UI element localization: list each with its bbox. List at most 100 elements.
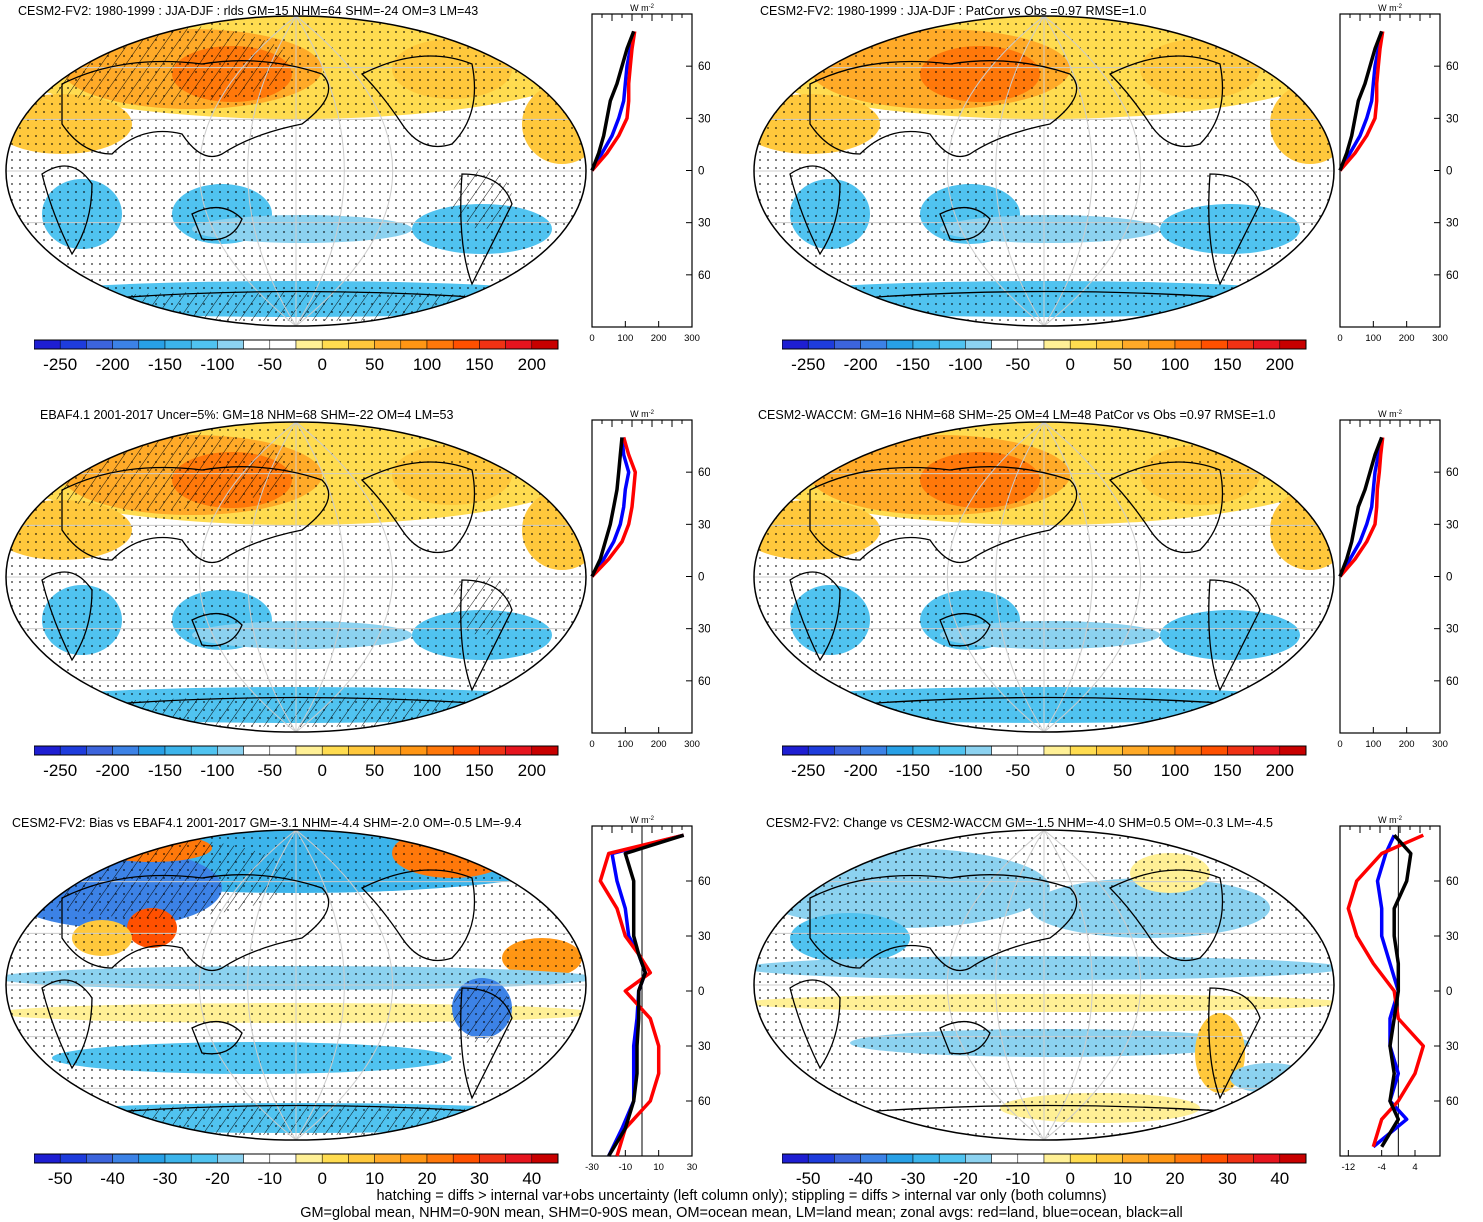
colorbar-label: -50	[48, 1169, 73, 1188]
colorbar-swatch	[452, 745, 480, 756]
colorbar-swatch	[479, 339, 506, 350]
lat-tick-label: 30N	[1446, 519, 1458, 531]
zonal-frame	[591, 419, 693, 734]
zonal-xtick-label: 100	[1365, 739, 1381, 750]
zonal-xtick-label: 100	[1365, 333, 1381, 344]
colorbar-label: 150	[465, 761, 493, 780]
colorbar-label: 200	[518, 355, 546, 374]
colorbar-swatch	[138, 339, 166, 350]
colorbar-swatch	[348, 339, 375, 350]
lat-tick-label: 30N	[698, 519, 710, 531]
colorbar-swatch	[269, 339, 297, 350]
colorbar-swatch	[217, 1153, 244, 1164]
colorbar-swatch	[374, 1153, 402, 1164]
colorbar-swatch	[1148, 339, 1176, 350]
lat-tick-label: 60S	[698, 270, 710, 282]
colorbar-swatch	[1122, 1153, 1150, 1164]
hatching	[452, 983, 512, 1043]
colorbar-swatch	[1227, 745, 1254, 756]
hatching	[452, 169, 512, 229]
colorbar-swatch	[505, 1153, 533, 1164]
zonal-xtick-label: 0	[589, 739, 594, 750]
colorbar-label: 150	[1213, 761, 1241, 780]
zonal-units: W m-2	[1378, 3, 1402, 13]
colorbar-swatch	[531, 745, 559, 756]
colorbar-swatch	[1096, 745, 1123, 756]
map-outline	[753, 829, 1335, 1141]
zonal-series	[1338, 437, 1385, 578]
colorbar-swatch	[1148, 1153, 1176, 1164]
colorbar-label: 200	[518, 761, 546, 780]
colorbar-swatch	[965, 1153, 992, 1164]
colorbar-label: -250	[791, 761, 825, 780]
colorbar-label: 10	[1113, 1169, 1132, 1188]
colorbar-swatch	[782, 339, 809, 350]
colorbar-label: 100	[1161, 355, 1189, 374]
colorbar-label: 20	[1166, 1169, 1185, 1188]
colorbar-label: -20	[953, 1169, 978, 1188]
colorbar-swatch	[112, 745, 140, 756]
colorbar-swatch	[1279, 745, 1307, 756]
zonal-series	[590, 436, 638, 578]
colorbar-swatch	[531, 339, 559, 350]
panel-title: CESM2-FV2: Change vs CESM2-WACCM GM=-1.5…	[766, 816, 1273, 830]
zonal-mean-plot: W m-2 60N 30N 0 30S 60S 0 100 200 300	[1337, 3, 1458, 344]
colorbar-swatch	[269, 745, 297, 756]
zonal-frame	[1339, 13, 1441, 328]
colorbar-swatch	[217, 339, 244, 350]
lat-tick-label: 30S	[698, 218, 710, 230]
lat-tick-label: 0	[698, 986, 704, 998]
colorbar-swatch	[505, 339, 533, 350]
colorbar-label: -150	[896, 761, 930, 780]
colorbar-swatch	[479, 1153, 506, 1164]
graticule	[753, 15, 1335, 327]
zonal-xtick-label: 200	[1399, 739, 1415, 750]
lat-tick-label: 30N	[698, 931, 710, 943]
colorbar-label: -50	[1006, 761, 1031, 780]
map-outline	[753, 421, 1335, 733]
colorbar-swatch	[217, 745, 244, 756]
zonal-xtick-label: -4	[1377, 1162, 1385, 1173]
colorbar-swatch	[807, 339, 835, 350]
lat-tick-label: 30S	[1446, 218, 1458, 230]
colorbar-swatch	[112, 1153, 140, 1164]
colorbar-swatch	[1279, 1153, 1307, 1164]
colorbar-swatch	[1043, 1153, 1071, 1164]
colorbar-swatch	[1200, 339, 1228, 350]
colorbar-swatch	[400, 745, 428, 756]
colorbar-swatch	[426, 745, 454, 756]
zonal-series	[598, 833, 685, 1157]
colorbar-swatch	[1096, 339, 1123, 350]
lat-tick-label: 0	[1446, 166, 1452, 178]
zonal-series	[1338, 31, 1385, 172]
colorbar-label: -30	[153, 1169, 178, 1188]
lat-tick-label: 30N	[698, 113, 710, 125]
colorbar-label: 100	[413, 355, 441, 374]
zonal-xtick-label: 100	[617, 333, 633, 344]
colorbar-swatch	[991, 339, 1019, 350]
colorbar-swatch	[1069, 1153, 1097, 1164]
zonal-series	[1346, 833, 1426, 1148]
zonal-xtick-label: 200	[651, 333, 667, 344]
lat-tick-label: 30S	[1446, 1041, 1458, 1053]
colorbar-swatch	[1096, 1153, 1123, 1164]
panel-title: CESM2-WACCM: GM=16 NHM=68 SHM=-25 OM=4 L…	[758, 408, 1276, 422]
map-panel	[5, 829, 587, 1141]
zonal-units: W m-2	[630, 3, 654, 13]
colorbar: -250-200-150-100-50050100150200250	[34, 745, 559, 780]
colorbar-swatch	[295, 745, 323, 756]
colorbar-swatch	[991, 745, 1019, 756]
colorbar-swatch	[1253, 339, 1281, 350]
colorbar-swatch	[886, 339, 914, 350]
colorbar-swatch	[321, 1153, 349, 1164]
colorbar-swatch	[190, 339, 218, 350]
map-panel	[5, 421, 587, 733]
colorbar-swatch	[348, 1153, 375, 1164]
colorbar-swatch	[991, 1153, 1019, 1164]
zonal-mean-plot: W m-2 60N 30N 0 30S 60S 0 100 200 300	[1337, 409, 1458, 750]
colorbar: -50-40-30-20-1001020304050	[782, 1153, 1307, 1188]
zonal-series	[1338, 437, 1384, 578]
colorbar-swatch	[505, 745, 533, 756]
map-outline	[753, 15, 1335, 327]
colorbar-swatch	[860, 339, 888, 350]
